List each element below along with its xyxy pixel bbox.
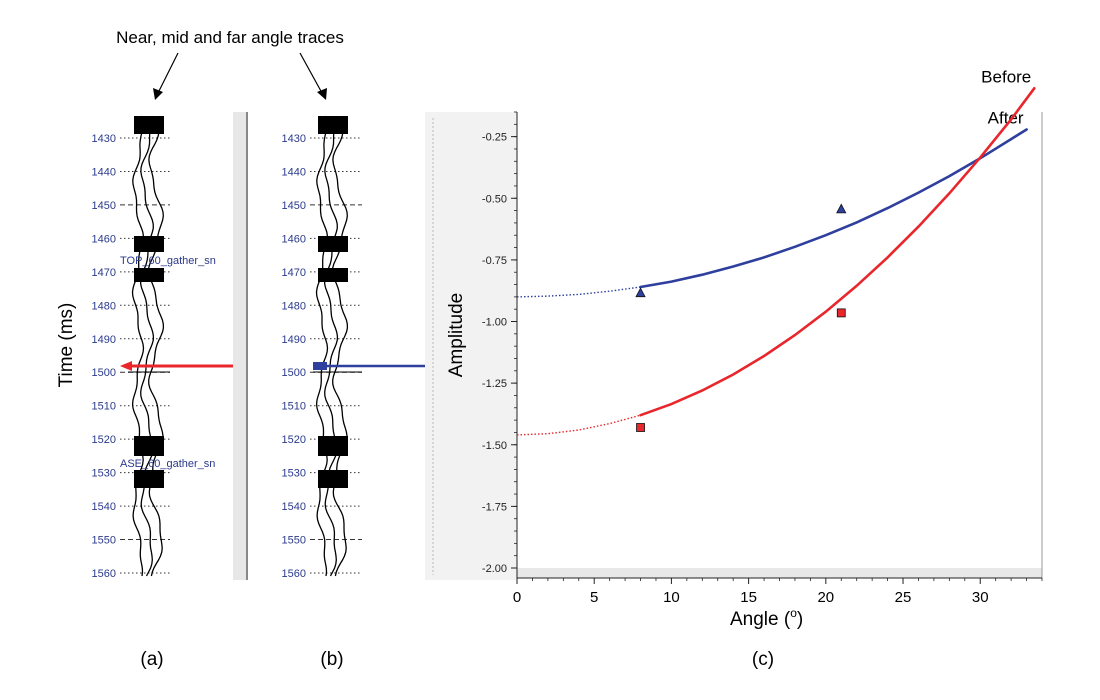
y-tick-label: -1.50 [482,440,507,452]
y-tick-label: -0.50 [482,193,507,205]
panel-b-trace [323,115,339,577]
x-tick-label: 20 [817,589,834,606]
time-axis-title: Time (ms) [56,303,77,388]
x-tick-label: 10 [663,589,680,606]
panel-a-tick-label: 1510 [92,401,116,413]
panel-a-gather: 1430 1440 1450 1460 1470 1480 1490 1500 1510 1520… [92,112,248,580]
after-curve [639,128,1028,289]
panel-b-trace [331,115,349,577]
panel-label-a: (a) [140,649,163,670]
panel-b-tick-label: 1430 [282,133,306,145]
panel-a-event-fill [134,268,164,282]
x-axis-title-text: Angle ( [730,609,791,630]
annotation-text: Near, mid and far angle traces [116,28,344,47]
chart-gutter [425,112,517,580]
annotation-arrows [153,52,327,100]
panel-b-event-fill [318,470,348,488]
x-tick-label: 15 [740,589,757,606]
x-tick-label: 5 [590,589,598,606]
y-axis-title: Amplitude [446,293,467,378]
panel-a-trace [139,115,155,577]
panel-a-tick-label: 1450 [92,200,116,212]
x-tick-label: 30 [972,589,989,606]
panel-a-tick-label: 1460 [92,233,116,245]
horizon-base-label: ASE_60_gather_sn [120,458,215,470]
x-tick-label: 0 [513,589,521,606]
x-axis-title-superscript: o [790,606,797,620]
panel-b-tick-label: 1540 [282,501,306,513]
panel-a-tick-label: 1500 [92,367,116,379]
panel-a-trace [131,115,145,577]
panel-b-trace [315,115,329,577]
panel-label-c: (c) [752,649,774,670]
panel-a-event-fill [134,236,164,252]
panel-b-tick-label: 1470 [282,267,306,279]
panel-a-time-marker [120,361,233,373]
before-data-point [636,423,645,432]
before-series-label: Before [981,67,1031,86]
panel-a-time-ticks: 1430 1440 1450 1460 1470 1480 1490 1500 1510 1520… [92,133,170,580]
y-tick-label: -1.25 [482,378,507,390]
y-tick-label: -2.00 [482,563,507,575]
panel-b-tick-label: 1500 [282,367,306,379]
x-axis-title: Angle (o) [730,606,803,630]
y-tick-label: -1.75 [482,501,507,513]
panel-b-gather: 1430 1440 1450 1460 1470 1480 1490 1500 1510 1520… [282,115,425,580]
y-tick-label: -0.25 [482,132,507,144]
x-axis: 0 5 10 15 20 25 30 [513,577,1043,606]
panel-a-tick-label: 1560 [92,568,116,580]
panel-a-trace [147,115,165,577]
panel-a-tick-label: 1440 [92,166,116,178]
panel-b-event-fill [318,268,348,282]
panel-a-tick-label: 1520 [92,434,116,446]
panel-a-tick-label: 1430 [92,133,116,145]
panel-b-tick-label: 1490 [282,334,306,346]
panel-b-traces [315,115,349,577]
x-axis-title-close: ) [797,609,803,630]
panel-b-tick-label: 1530 [282,468,306,480]
panel-a-tick-label: 1470 [92,267,116,279]
after-data-point [836,203,847,214]
panel-a-tick-label: 1490 [92,334,116,346]
y-tick-label: -0.75 [482,255,507,267]
panel-a-event-fill [134,436,164,456]
panel-b-tick-label: 1560 [282,568,306,580]
panel-b-tick-label: 1460 [282,233,306,245]
before-curve [639,87,1036,417]
panel-b-tick-label: 1550 [282,535,306,547]
panel-b-tick-label: 1520 [282,434,306,446]
panel-b-tick-label: 1450 [282,200,306,212]
panel-a-tick-label: 1480 [92,300,116,312]
panel-a-traces [131,115,165,577]
panel-b-event-fill [318,116,348,134]
panel-b-time-marker [313,362,425,373]
panel-a-tick-label: 1530 [92,468,116,480]
amplitude-angle-chart: -0.25 -0.50 -0.75 -1.00 -1.25 -1.50 -1.75 -2.00… [425,66,1043,630]
after-label-background [974,107,1035,128]
panel-a-tick-label: 1550 [92,535,116,547]
before-data-point [836,308,846,318]
panel-b-time-ticks: 1430 1440 1450 1460 1470 1480 1490 1500 1510 1520… [282,133,362,580]
x-tick-label: 25 [895,589,912,606]
panel-b-tick-label: 1480 [282,300,306,312]
panel-b-event-fill [318,236,348,252]
panel-b-tick-label: 1440 [282,166,306,178]
panel-a-event-fill [134,116,164,134]
horizon-top-label: TOP_60_gather_sn [120,255,216,267]
panel-a-event-fill [134,470,164,488]
after-data-point [635,287,646,298]
y-axis: -0.25 -0.50 -0.75 -1.00 -1.25 -1.50 -1.75 -2.00 [482,111,518,578]
panel-label-b: (b) [320,649,343,670]
before-label-background [982,66,1043,87]
panel-a-tick-label: 1540 [92,501,116,513]
panel-b-tick-label: 1510 [282,401,306,413]
y-tick-label: -1.00 [482,317,507,329]
panel-b-event-fill [318,436,348,456]
